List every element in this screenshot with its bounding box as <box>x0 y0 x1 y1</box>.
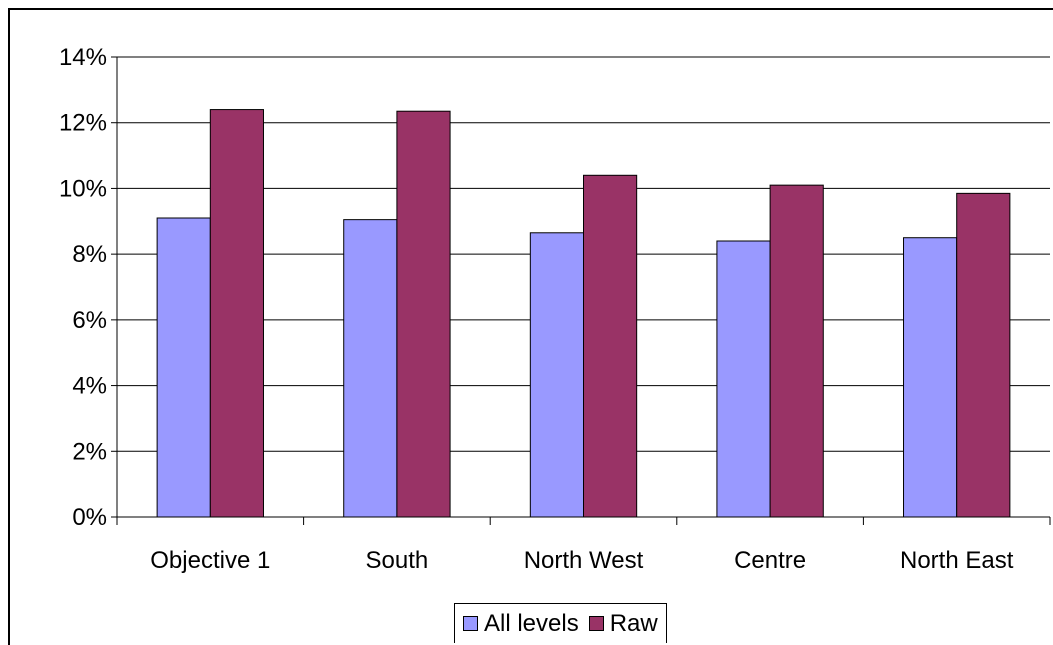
y-tick-label: 14% <box>59 44 107 71</box>
bar-all-levels <box>903 237 958 518</box>
y-tick-label: 10% <box>59 175 107 202</box>
x-tick-label: Centre <box>734 547 806 574</box>
x-tick-label: Objective 1 <box>150 547 270 574</box>
legend-swatch-raw <box>588 616 604 631</box>
x-tick-labels: Objective 1 South North West Centre North Ea… <box>150 547 1013 574</box>
bar-raw <box>583 174 638 518</box>
chart-frame <box>8 8 1053 645</box>
legend-label-raw: Raw <box>609 609 658 637</box>
legend: All levels Raw <box>454 603 667 643</box>
bar-raw <box>209 109 264 518</box>
legend-swatch-all-levels <box>463 616 478 631</box>
bar-raw <box>956 192 1011 518</box>
x-tick-label: North East <box>900 547 1014 574</box>
y-tick-label: 6% <box>72 307 107 334</box>
bars <box>156 109 1011 518</box>
y-tick-label: 4% <box>72 373 107 400</box>
y-tick-label: 0% <box>72 504 107 531</box>
axes <box>111 56 1051 525</box>
y-tick-label: 12% <box>59 110 107 137</box>
bar-all-levels <box>156 217 211 518</box>
y-tick-label: 8% <box>72 241 107 268</box>
legend-item-raw: Raw <box>588 609 658 638</box>
x-tick-label: North West <box>524 547 644 574</box>
bar-all-levels <box>716 240 771 518</box>
x-tick-label: South <box>366 547 429 574</box>
legend-label-all-levels: All levels <box>484 609 579 637</box>
y-tick-labels: 0% 2% 4% 6% 8% 10% 12% 14% <box>59 44 107 531</box>
bar-all-levels <box>529 232 584 518</box>
legend-item-all-levels: All levels <box>463 610 579 638</box>
bar-raw <box>396 110 451 518</box>
bar-raw <box>769 184 824 518</box>
bar-all-levels <box>343 219 398 518</box>
y-tick-label: 2% <box>72 438 107 465</box>
